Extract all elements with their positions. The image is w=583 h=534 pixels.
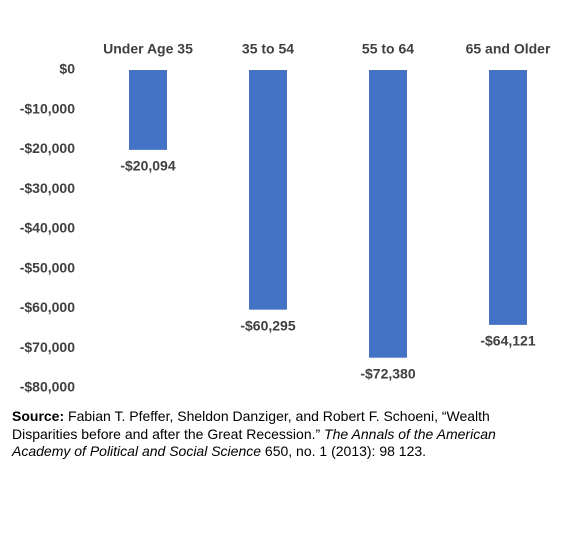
y-tick-label: $0 bbox=[59, 61, 75, 77]
bar bbox=[489, 70, 527, 325]
bar bbox=[249, 70, 287, 310]
source-text: Fabian T. Pfeffer, Sheldon Danziger, and… bbox=[12, 408, 490, 442]
bar bbox=[369, 70, 407, 358]
y-tick-label: -$60,000 bbox=[20, 299, 75, 315]
x-tick-label: Under Age 35 bbox=[103, 41, 193, 57]
value-label: -$20,094 bbox=[120, 158, 175, 174]
source-journal: The Annals of the American Academy of Po… bbox=[12, 425, 496, 460]
x-tick-label: 65 and Older bbox=[466, 41, 551, 57]
source-text: 650, no. 1 (2013): 98 123. bbox=[261, 443, 427, 459]
y-tick-label: -$40,000 bbox=[20, 220, 75, 236]
source-label: Source: bbox=[12, 408, 65, 424]
x-tick-label: 55 to 64 bbox=[362, 41, 414, 57]
source-note: Source: Fabian T. Pfeffer, Sheldon Danzi… bbox=[12, 408, 532, 461]
value-label: -$72,380 bbox=[360, 365, 415, 381]
value-label: -$60,295 bbox=[240, 317, 295, 333]
bar bbox=[129, 70, 167, 150]
y-tick-label: -$10,000 bbox=[20, 100, 75, 116]
value-label: -$64,121 bbox=[480, 333, 535, 349]
y-tick-label: -$20,000 bbox=[20, 140, 75, 156]
chart: $0 -$10,000 -$20,000 -$30,000 -$40,000 -$50,0… bbox=[20, 41, 551, 395]
y-tick-label: -$70,000 bbox=[20, 339, 75, 355]
y-tick-label: -$80,000 bbox=[20, 379, 75, 395]
x-tick-label: 35 to 54 bbox=[242, 41, 294, 57]
y-tick-label: -$50,000 bbox=[20, 259, 75, 275]
y-tick-label: -$30,000 bbox=[20, 180, 75, 196]
